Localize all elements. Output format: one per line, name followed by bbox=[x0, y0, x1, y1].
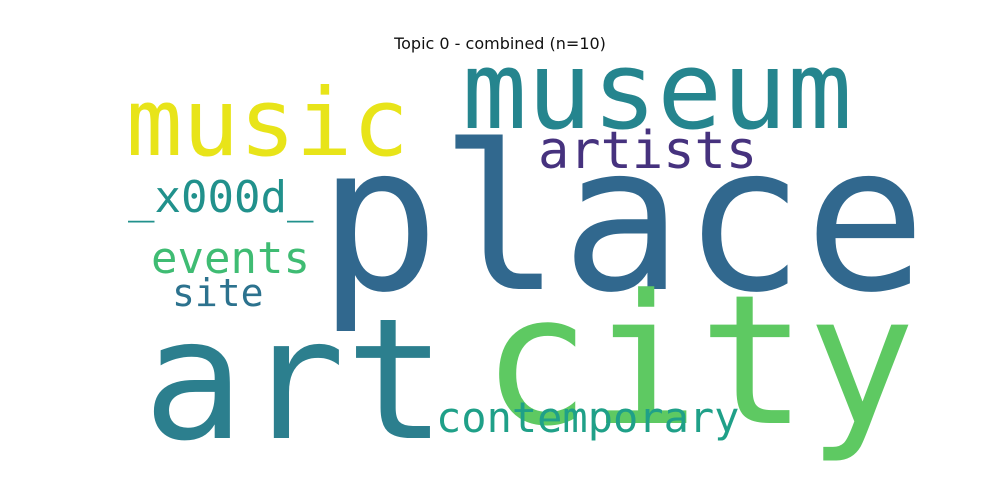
chart-title: Topic 0 - combined (n=10) bbox=[394, 34, 606, 53]
word-city: city bbox=[482, 257, 916, 466]
word-contemporary: contemporary bbox=[436, 393, 740, 442]
word-site: site bbox=[172, 271, 264, 315]
word-x000d: _x000d_ bbox=[128, 172, 314, 223]
word-artists: artists bbox=[538, 121, 758, 181]
word-museum: museum bbox=[462, 29, 853, 154]
word-events: events bbox=[151, 233, 310, 284]
word-art: art bbox=[143, 282, 447, 478]
word-place: place bbox=[318, 101, 927, 337]
word-music: music bbox=[126, 69, 409, 178]
